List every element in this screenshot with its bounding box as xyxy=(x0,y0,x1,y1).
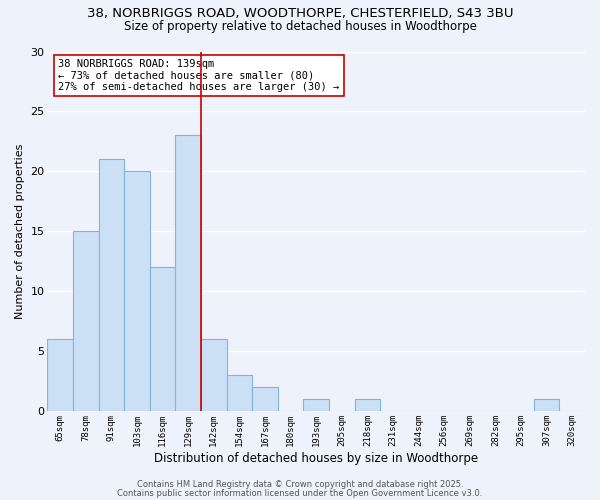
Bar xyxy=(201,340,227,411)
Bar xyxy=(98,160,124,412)
Bar xyxy=(124,172,150,412)
Text: Contains HM Land Registry data © Crown copyright and database right 2025.: Contains HM Land Registry data © Crown c… xyxy=(137,480,463,489)
Bar xyxy=(355,400,380,411)
Bar xyxy=(304,400,329,411)
Bar xyxy=(252,388,278,411)
Text: Size of property relative to detached houses in Woodthorpe: Size of property relative to detached ho… xyxy=(124,20,476,33)
Bar xyxy=(534,400,559,411)
Bar xyxy=(73,232,98,412)
Text: 38, NORBRIGGS ROAD, WOODTHORPE, CHESTERFIELD, S43 3BU: 38, NORBRIGGS ROAD, WOODTHORPE, CHESTERF… xyxy=(87,8,513,20)
Text: 38 NORBRIGGS ROAD: 139sqm
← 73% of detached houses are smaller (80)
27% of semi-: 38 NORBRIGGS ROAD: 139sqm ← 73% of detac… xyxy=(58,58,340,92)
Y-axis label: Number of detached properties: Number of detached properties xyxy=(15,144,25,319)
Bar xyxy=(175,136,201,411)
Bar xyxy=(227,376,252,412)
X-axis label: Distribution of detached houses by size in Woodthorpe: Distribution of detached houses by size … xyxy=(154,452,478,465)
Bar xyxy=(150,268,175,412)
Text: Contains public sector information licensed under the Open Government Licence v3: Contains public sector information licen… xyxy=(118,488,482,498)
Bar xyxy=(47,340,73,411)
